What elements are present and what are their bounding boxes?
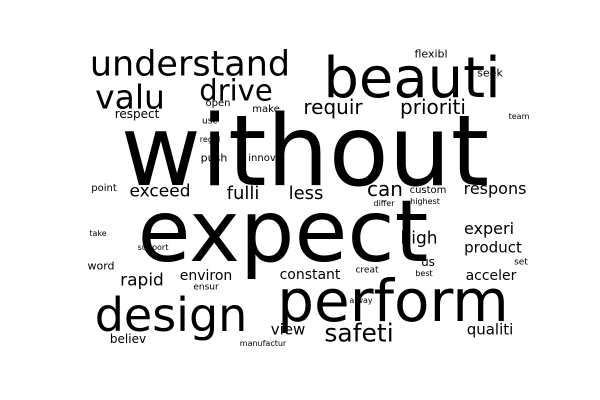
word-fulli: fulli [226,183,260,204]
word-custom: custom [409,185,447,196]
word-point: point [91,183,117,194]
word-experi: experi [463,219,515,238]
word-ensur: ensur [193,282,219,293]
word-innov: innov [248,153,276,164]
word-flexibl: flexibl [414,47,448,61]
word-regul: regul [199,135,221,144]
word-design: design [94,288,248,342]
word-support: support [137,243,169,252]
word-without: without [120,95,490,209]
word-can: can [367,177,403,201]
word-word: word [87,259,115,273]
word-valu: valu [95,77,165,117]
word-set: set [514,257,528,268]
word-qualiti: qualiti [466,320,514,339]
word-environ: environ [179,268,233,284]
word-high: high [400,228,438,249]
word-seek: seek [477,66,503,80]
word-open: open [205,98,231,109]
word-beauti: beauti [323,46,501,111]
word-safeti: safeti [324,318,394,348]
word-team: team [508,112,530,121]
word-take: take [89,229,107,238]
word-drive: drive [199,73,273,108]
word-respect: respect [114,107,160,121]
word-believ: believ [109,332,147,346]
word-make: make [252,104,280,115]
word-requir: requir [303,95,363,119]
word-best: best [415,269,433,278]
word-rapid: rapid [120,270,164,291]
word-respons: respons [463,179,527,198]
word-differ: differ [373,199,395,208]
word-expect: expect [137,182,429,282]
word-view: view [270,320,306,339]
word-understand: understand [89,44,291,85]
word-product: product [464,238,522,257]
word-constant: constant [279,267,341,283]
word-creat: creat [355,265,379,276]
word-alway: alway [349,296,373,305]
word-prioriti: prioriti [400,95,466,119]
word-push: push [200,151,228,165]
word-less: less [288,183,324,204]
word-use: use [202,116,218,127]
word-highest: highest [410,197,440,206]
word-exceed: exceed [129,181,191,202]
word-perform: perform [277,267,509,335]
word-acceler: acceler [465,268,517,284]
word-manufactur: manufactur [239,339,287,348]
word-us: us [421,255,435,269]
